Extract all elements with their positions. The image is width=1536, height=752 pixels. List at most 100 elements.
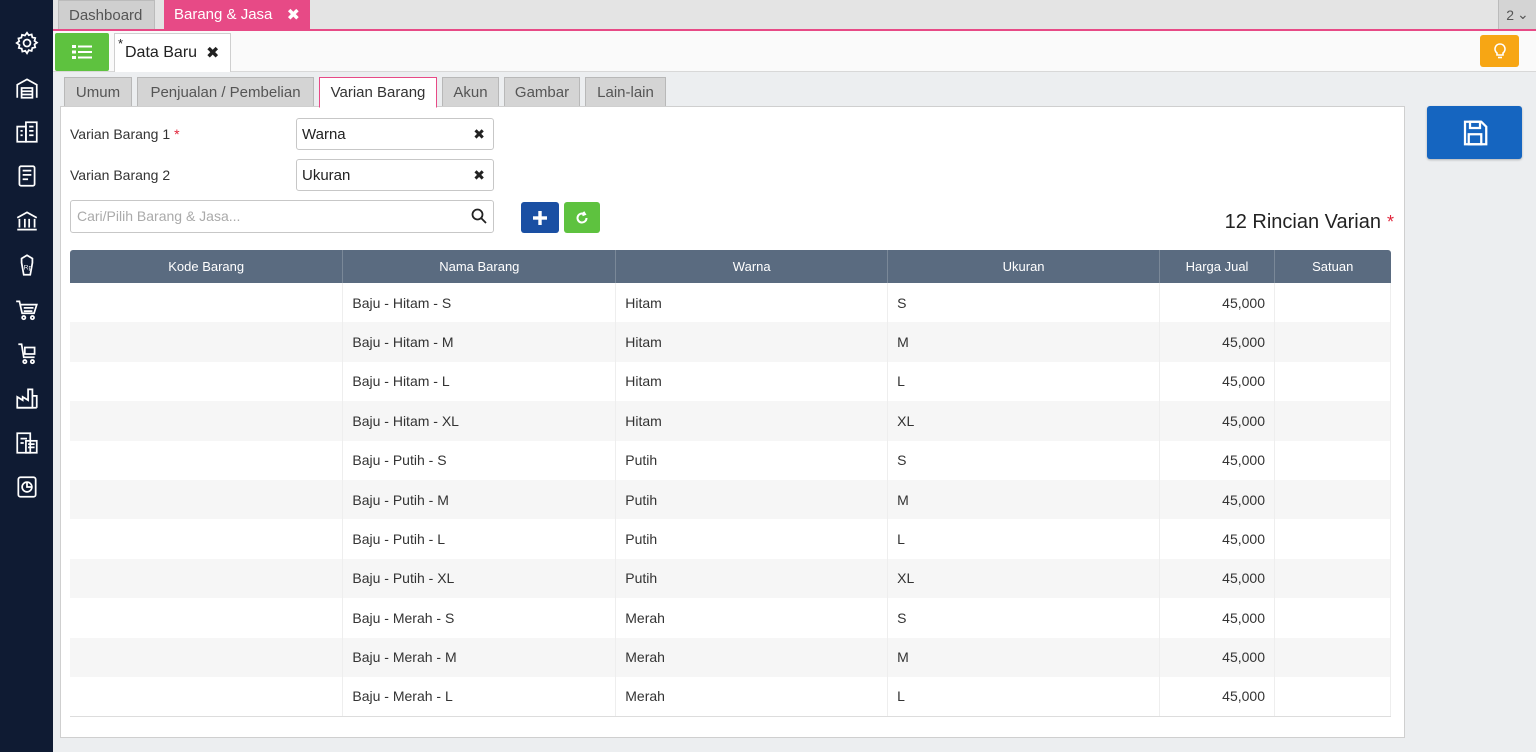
cart-icon[interactable] — [13, 296, 41, 324]
cell-warna[interactable]: Putih — [615, 519, 889, 559]
cell-satuan[interactable] — [1274, 637, 1391, 677]
cell-ukuran[interactable]: M — [887, 637, 1161, 677]
cell-warna[interactable]: Putih — [615, 440, 889, 480]
purchase-icon[interactable] — [13, 340, 41, 368]
cell-harga-jual[interactable]: 45,000 — [1159, 283, 1275, 323]
warehouse-icon[interactable] — [13, 74, 41, 102]
cell-kode-barang[interactable] — [70, 558, 344, 599]
variant1-select[interactable]: Warna ✖ — [296, 118, 494, 150]
variant2-select[interactable]: Ukuran ✖ — [296, 159, 494, 191]
cell-ukuran[interactable]: L — [887, 361, 1161, 402]
cell-ukuran[interactable]: XL — [887, 558, 1161, 599]
tab-gambar[interactable]: Gambar — [504, 77, 580, 107]
cell-nama-barang[interactable]: Baju - Putih - M — [342, 479, 617, 520]
ledger-icon[interactable] — [13, 162, 41, 190]
col-warna[interactable]: Warna — [615, 250, 889, 283]
cell-harga-jual[interactable]: 45,000 — [1159, 637, 1275, 677]
col-nama-barang[interactable]: Nama Barang — [342, 250, 617, 283]
table-row[interactable]: Baju - Merah - L Merah L 45,000 — [70, 676, 1391, 717]
table-row[interactable]: Baju - Putih - S Putih S 45,000 — [70, 440, 1391, 480]
cell-warna[interactable]: Hitam — [615, 401, 889, 441]
report-icon[interactable] — [13, 473, 41, 501]
cell-warna[interactable]: Hitam — [615, 283, 889, 323]
cell-ukuran[interactable]: XL — [887, 401, 1161, 441]
tab-varian-barang[interactable]: Varian Barang — [319, 77, 437, 108]
cell-nama-barang[interactable]: Baju - Merah - L — [342, 676, 617, 717]
doc-tab-data-baru[interactable]: * Data Baru ✖ — [114, 33, 231, 72]
table-row[interactable]: Baju - Hitam - S Hitam S 45,000 — [70, 283, 1391, 323]
col-kode-barang[interactable]: Kode Barang — [70, 250, 344, 283]
cell-harga-jual[interactable]: 45,000 — [1159, 676, 1275, 717]
col-harga-jual[interactable]: Harga Jual — [1159, 250, 1275, 283]
cell-nama-barang[interactable]: Baju - Hitam - XL — [342, 401, 617, 441]
cell-kode-barang[interactable] — [70, 637, 344, 677]
cell-satuan[interactable] — [1274, 598, 1391, 638]
cell-warna[interactable]: Putih — [615, 558, 889, 599]
cell-nama-barang[interactable]: Baju - Hitam - S — [342, 283, 617, 323]
building-icon[interactable] — [13, 118, 41, 146]
cell-kode-barang[interactable] — [70, 479, 344, 520]
table-row[interactable]: Baju - Putih - M Putih M 45,000 — [70, 479, 1391, 520]
cell-kode-barang[interactable] — [70, 322, 344, 362]
factory-icon[interactable] — [13, 384, 41, 412]
cell-harga-jual[interactable]: 45,000 — [1159, 519, 1275, 559]
table-row[interactable]: Baju - Hitam - M Hitam M 45,000 — [70, 322, 1391, 362]
cell-kode-barang[interactable] — [70, 519, 344, 559]
cell-satuan[interactable] — [1274, 361, 1391, 402]
search-icon[interactable] — [471, 208, 487, 224]
refresh-button[interactable] — [564, 202, 600, 233]
tab-dashboard[interactable]: Dashboard — [58, 0, 155, 29]
cell-kode-barang[interactable] — [70, 440, 344, 480]
cell-satuan[interactable] — [1274, 479, 1391, 520]
cell-nama-barang[interactable]: Baju - Putih - XL — [342, 558, 617, 599]
table-row[interactable]: Baju - Merah - M Merah M 45,000 — [70, 637, 1391, 677]
save-button[interactable] — [1427, 106, 1522, 159]
cell-warna[interactable]: Merah — [615, 637, 889, 677]
tab-penjualan-pembelian[interactable]: Penjualan / Pembelian — [137, 77, 314, 107]
tab-akun[interactable]: Akun — [442, 77, 499, 107]
cell-satuan[interactable] — [1274, 676, 1391, 717]
table-row[interactable]: Baju - Hitam - XL Hitam XL 45,000 — [70, 401, 1391, 441]
cell-warna[interactable]: Merah — [615, 676, 889, 717]
cell-ukuran[interactable]: M — [887, 479, 1161, 520]
cell-kode-barang[interactable] — [70, 283, 344, 323]
cell-harga-jual[interactable]: 45,000 — [1159, 558, 1275, 599]
table-row[interactable]: Baju - Putih - XL Putih XL 45,000 — [70, 558, 1391, 599]
cell-ukuran[interactable]: L — [887, 519, 1161, 559]
cell-satuan[interactable] — [1274, 440, 1391, 480]
cell-harga-jual[interactable]: 45,000 — [1159, 401, 1275, 441]
list-button[interactable] — [55, 33, 109, 71]
cell-satuan[interactable] — [1274, 401, 1391, 441]
table-row[interactable]: Baju - Merah - S Merah S 45,000 — [70, 598, 1391, 638]
col-ukuran[interactable]: Ukuran — [887, 250, 1161, 283]
cell-harga-jual[interactable]: 45,000 — [1159, 479, 1275, 520]
cell-satuan[interactable] — [1274, 322, 1391, 362]
gear-icon[interactable] — [13, 29, 41, 57]
cell-nama-barang[interactable]: Baju - Putih - L — [342, 519, 617, 559]
receivable-icon[interactable]: Rp — [13, 251, 41, 279]
tab-lain-lain[interactable]: Lain-lain — [585, 77, 666, 107]
clear-icon[interactable]: ✖ — [473, 166, 485, 183]
cell-harga-jual[interactable]: 45,000 — [1159, 361, 1275, 402]
search-input[interactable] — [71, 201, 461, 231]
cell-nama-barang[interactable]: Baju - Hitam - L — [342, 361, 617, 402]
cell-kode-barang[interactable] — [70, 361, 344, 402]
bank-icon[interactable] — [13, 207, 41, 235]
cell-satuan[interactable] — [1274, 519, 1391, 559]
doc-close-icon[interactable]: ✖ — [206, 45, 220, 62]
cell-kode-barang[interactable] — [70, 598, 344, 638]
cell-ukuran[interactable]: M — [887, 322, 1161, 362]
cell-nama-barang[interactable]: Baju - Hitam - M — [342, 322, 617, 362]
cell-ukuran[interactable]: S — [887, 598, 1161, 638]
cell-warna[interactable]: Merah — [615, 598, 889, 638]
cell-harga-jual[interactable]: 45,000 — [1159, 440, 1275, 480]
cell-warna[interactable]: Hitam — [615, 322, 889, 362]
cell-nama-barang[interactable]: Baju - Merah - S — [342, 598, 617, 638]
cell-harga-jual[interactable]: 45,000 — [1159, 322, 1275, 362]
cell-ukuran[interactable]: S — [887, 283, 1161, 323]
cell-warna[interactable]: Hitam — [615, 361, 889, 402]
tab-barang-jasa[interactable]: Barang & Jasa ✖ — [164, 0, 310, 29]
cell-harga-jual[interactable]: 45,000 — [1159, 598, 1275, 638]
cell-kode-barang[interactable] — [70, 401, 344, 441]
cell-nama-barang[interactable]: Baju - Merah - M — [342, 637, 617, 677]
